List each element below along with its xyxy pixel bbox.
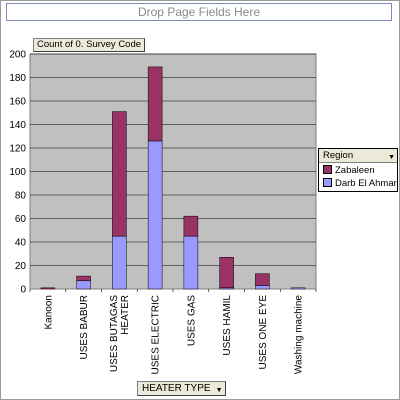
x-tick-label: USES ELECTRIC — [151, 295, 162, 374]
x-tick-label: USES BUTAGASHEATER — [109, 295, 131, 372]
x-tick-label: Washing machine — [294, 295, 305, 375]
x-tick-label-group: USES ONE EYE — [258, 295, 269, 370]
x-axis-tick-labels: Kanoon USES BABUR USES BUTAGASHEATER USES E… — [43, 295, 304, 375]
legend-label: Zabaleen — [335, 165, 375, 176]
data-field-button[interactable]: Count of 0. Survey Code — [33, 38, 146, 52]
y-tick-label: 60 — [15, 214, 27, 225]
bar-zabaleen-6 — [255, 273, 270, 286]
legend-item-zabaleen: Zabaleen — [323, 165, 375, 177]
x-tick-label-group: USES BABUR — [79, 295, 90, 359]
x-tick-label-group: Washing machine — [294, 295, 305, 375]
legend-label: Darb El Ahmar — [335, 178, 397, 189]
bars — [40, 66, 306, 290]
x-tick-label-group: USES BUTAGASHEATER — [109, 295, 131, 372]
y-tick-label: 200 — [9, 50, 26, 61]
x-tick-label: USES HAMIL — [222, 295, 233, 356]
y-tick-label: 80 — [15, 191, 27, 202]
x-tick-label: USES GAS — [186, 295, 197, 346]
bar-darb-el-ahmar-4 — [183, 235, 199, 290]
bar-zabaleen-1 — [76, 275, 91, 282]
bar-darb-el-ahmar-6 — [255, 285, 270, 290]
legend-swatch-icon — [323, 165, 332, 174]
y-tick-label: 20 — [15, 261, 27, 272]
bar-zabaleen-4 — [183, 215, 199, 237]
legend-item-darb-el-ahmar: Darb El Ahmar — [323, 178, 397, 190]
y-axis-tick-labels: 0 20 40 60 80 100 120 140 160 180 200 — [9, 50, 26, 296]
category-field-button[interactable]: HEATER TYPE ▼ — [137, 381, 226, 396]
region-field-label: Region — [323, 150, 354, 161]
chevron-down-icon[interactable]: ▼ — [388, 154, 395, 161]
legend: Region ▼ Zabaleen Darb El Ahmar — [318, 148, 398, 192]
bar-zabaleen-5 — [219, 257, 234, 289]
y-tick-label: 100 — [9, 167, 26, 178]
x-tick-label-group: USES HAMIL — [222, 295, 233, 356]
y-tick-label: 160 — [9, 97, 26, 108]
x-tick-label-group: USES ELECTRIC — [151, 295, 162, 374]
gridlines — [29, 53, 317, 292]
y-tick-label: 120 — [9, 144, 26, 155]
chevron-down-icon[interactable]: ▼ — [215, 387, 223, 394]
drop-page-fields-zone[interactable]: Drop Page Fields Here — [6, 3, 392, 21]
bar-darb-el-ahmar-3 — [147, 140, 163, 290]
x-tick-label-group: Kanoon — [43, 295, 54, 329]
x-tick-label: USES BABUR — [79, 295, 90, 359]
bar-zabaleen-2 — [112, 111, 127, 237]
legend-swatch-icon — [323, 178, 332, 187]
region-field-button[interactable]: Region ▼ — [319, 149, 397, 163]
y-tick-label: 180 — [9, 73, 26, 84]
y-tick-label: 0 — [20, 285, 26, 296]
x-tick-label: USES ONE EYE — [258, 295, 269, 370]
y-tick-label: 140 — [9, 120, 26, 131]
x-tick-label-group: USES GAS — [186, 295, 197, 346]
bar-zabaleen-0 — [40, 287, 56, 290]
category-field-label: HEATER TYPE — [142, 383, 211, 394]
bar-darb-el-ahmar-7 — [290, 287, 306, 290]
y-tick-label: 40 — [15, 238, 27, 249]
bar-zabaleen-3 — [147, 66, 163, 142]
x-tick-label: Kanoon — [43, 295, 54, 329]
bar-darb-el-ahmar-2 — [112, 235, 127, 290]
bar-darb-el-ahmar-1 — [76, 280, 91, 290]
